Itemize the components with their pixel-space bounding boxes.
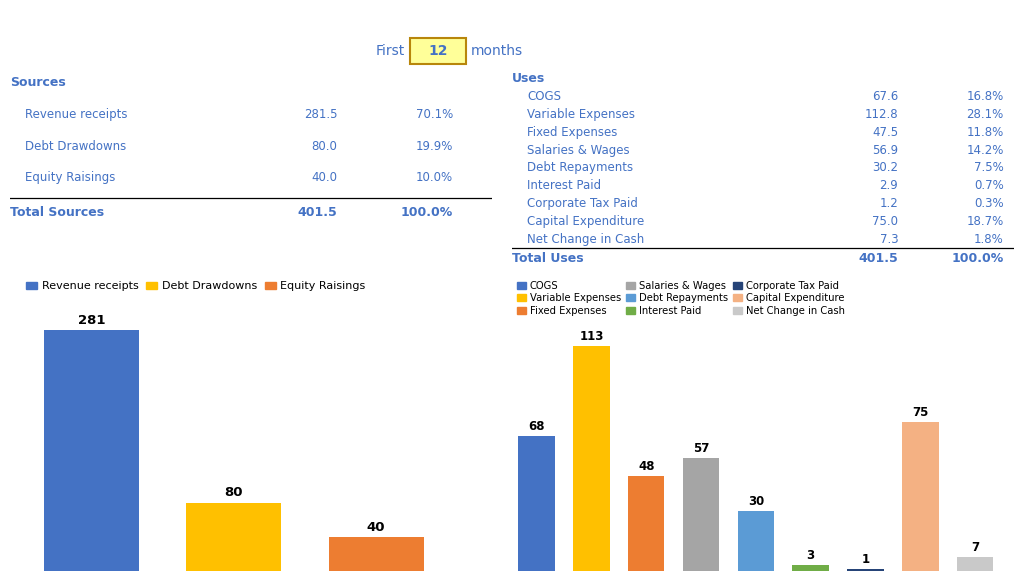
Bar <box>44 330 139 571</box>
Text: 57: 57 <box>693 441 710 455</box>
Text: 0.3%: 0.3% <box>974 197 1004 210</box>
Text: First: First <box>375 44 404 58</box>
Text: Uses: Uses <box>512 72 545 85</box>
Text: 80.0: 80.0 <box>311 140 338 152</box>
Bar <box>518 436 555 571</box>
Text: 19.9%: 19.9% <box>416 140 453 152</box>
Text: 7: 7 <box>971 541 979 554</box>
Text: Salaries & Wages: Salaries & Wages <box>527 144 630 156</box>
Text: Sources: Sources <box>10 77 66 89</box>
Bar <box>186 503 282 571</box>
Text: 11.8%: 11.8% <box>967 126 1004 139</box>
Text: 56.9: 56.9 <box>872 144 898 156</box>
Text: 75.0: 75.0 <box>872 215 898 228</box>
Text: months: months <box>471 44 523 58</box>
Bar <box>956 557 993 571</box>
Text: 68: 68 <box>528 420 545 433</box>
Text: 40.0: 40.0 <box>311 171 338 184</box>
Bar <box>628 477 665 571</box>
Text: 112.8: 112.8 <box>864 108 898 121</box>
Text: Interest Paid: Interest Paid <box>527 179 601 192</box>
Text: Total Sources: Total Sources <box>10 206 104 219</box>
Text: Equity Raisings: Equity Raisings <box>25 171 115 184</box>
Text: 67.6: 67.6 <box>872 90 898 103</box>
Text: 7.3: 7.3 <box>880 233 898 246</box>
Text: 48: 48 <box>638 460 654 473</box>
Text: 100.0%: 100.0% <box>951 252 1004 265</box>
Text: 2.9: 2.9 <box>880 179 898 192</box>
FancyBboxPatch shape <box>410 38 466 65</box>
Text: 30.2: 30.2 <box>872 162 898 174</box>
Text: Capital Expenditure: Capital Expenditure <box>527 215 644 228</box>
Bar <box>329 537 424 571</box>
Text: Debt Drawdowns: Debt Drawdowns <box>25 140 126 152</box>
Text: 12: 12 <box>428 44 447 58</box>
Bar <box>737 511 774 571</box>
Text: Debt Repayments: Debt Repayments <box>527 162 633 174</box>
Text: 70.1%: 70.1% <box>416 108 453 121</box>
Text: 281.5: 281.5 <box>304 108 338 121</box>
Text: Sources and Uses ($'000): Sources and Uses ($'000) <box>384 9 640 27</box>
Text: 0.7%: 0.7% <box>974 179 1004 192</box>
Bar <box>793 565 829 571</box>
Text: 401.5: 401.5 <box>298 206 338 219</box>
Bar <box>573 346 609 571</box>
Bar <box>902 422 939 571</box>
Text: 3: 3 <box>807 549 815 563</box>
Legend: Revenue receipts, Debt Drawdowns, Equity Raisings: Revenue receipts, Debt Drawdowns, Equity… <box>26 282 366 291</box>
Text: 281: 281 <box>78 314 105 327</box>
Text: COGS: COGS <box>527 90 561 103</box>
Bar <box>847 569 884 571</box>
Text: 1: 1 <box>861 553 869 566</box>
Text: 40: 40 <box>367 520 385 534</box>
Text: 100.0%: 100.0% <box>400 206 453 219</box>
Text: Net Change in Cash: Net Change in Cash <box>527 233 644 246</box>
Text: 28.1%: 28.1% <box>967 108 1004 121</box>
Text: 7.5%: 7.5% <box>974 162 1004 174</box>
Text: Total Uses: Total Uses <box>512 252 584 265</box>
Text: 401.5: 401.5 <box>858 252 898 265</box>
Text: 10.0%: 10.0% <box>416 171 453 184</box>
Text: 16.8%: 16.8% <box>967 90 1004 103</box>
Text: Fixed Expenses: Fixed Expenses <box>527 126 617 139</box>
Text: 18.7%: 18.7% <box>967 215 1004 228</box>
Text: 113: 113 <box>580 330 603 343</box>
Bar <box>683 458 719 571</box>
Text: 1.8%: 1.8% <box>974 233 1004 246</box>
Text: 30: 30 <box>748 495 764 508</box>
Text: Corporate Tax Paid: Corporate Tax Paid <box>527 197 638 210</box>
Text: Variable Expenses: Variable Expenses <box>527 108 635 121</box>
Text: 1.2: 1.2 <box>880 197 898 210</box>
Legend: COGS, Variable Expenses, Fixed Expenses, Salaries & Wages, Debt Repayments, Inte: COGS, Variable Expenses, Fixed Expenses,… <box>517 281 846 316</box>
Text: 47.5: 47.5 <box>872 126 898 139</box>
Text: 75: 75 <box>912 406 929 418</box>
Text: 80: 80 <box>224 486 243 499</box>
Text: Revenue receipts: Revenue receipts <box>25 108 127 121</box>
Text: 14.2%: 14.2% <box>967 144 1004 156</box>
